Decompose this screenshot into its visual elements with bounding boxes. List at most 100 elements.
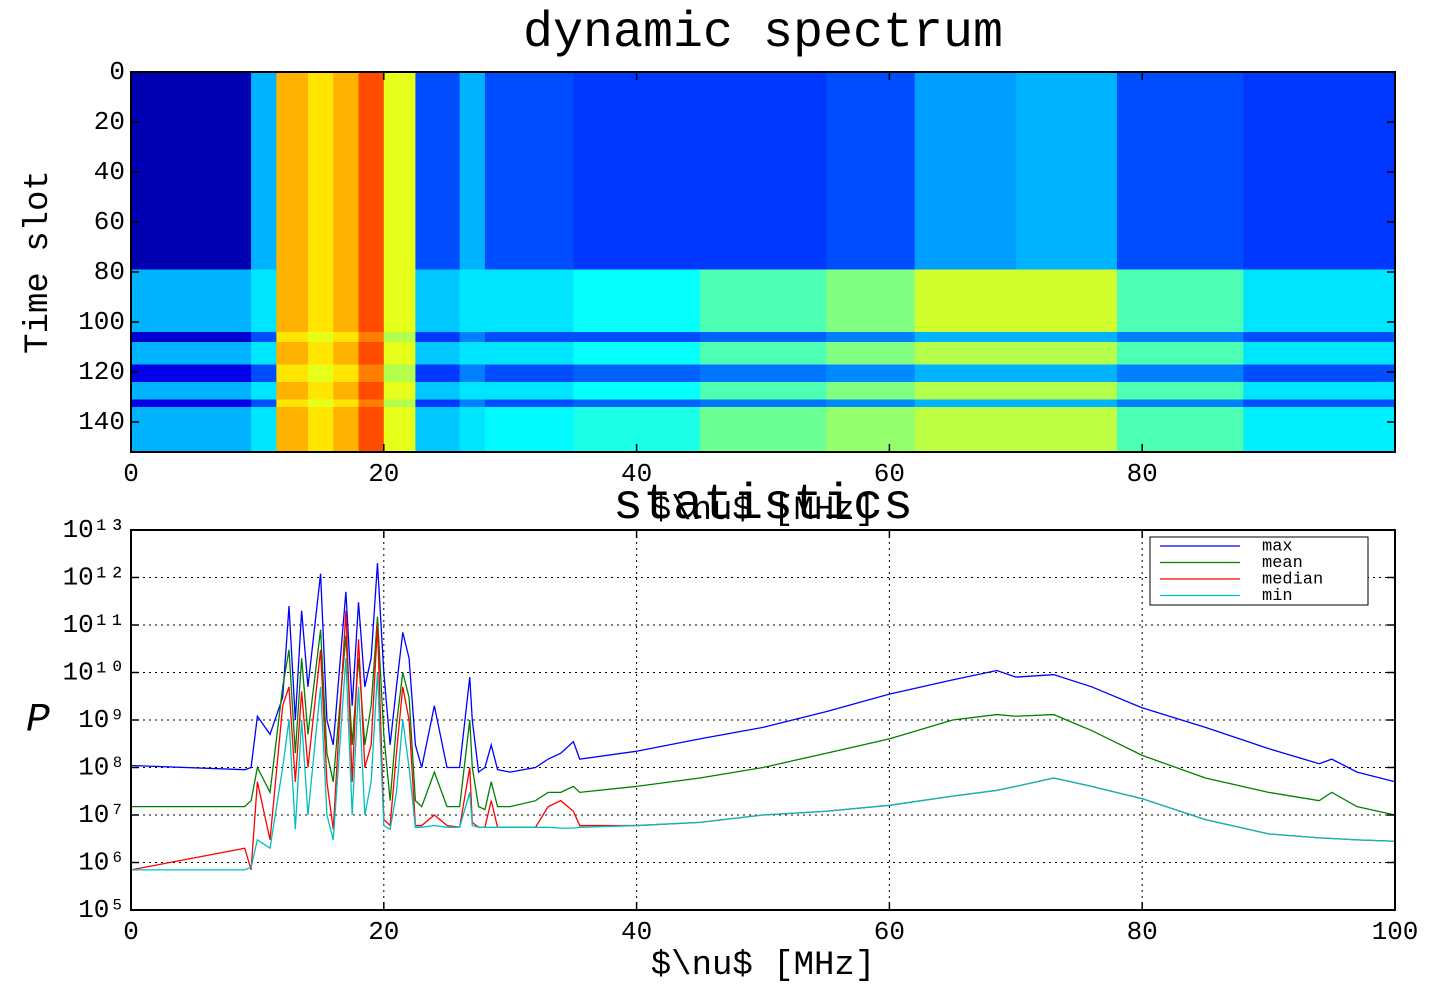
heatmap [131,72,1395,452]
y-tick-label: 10¹¹ [63,610,125,640]
y-axis-label: P [26,699,50,744]
y-tick-label: 10⁸ [78,752,125,782]
heat-cell [1243,332,1395,343]
heat-cell [415,382,461,400]
series-line [131,658,1395,871]
heat-cell [484,407,574,452]
y-tick-label: 140 [78,407,125,437]
heat-cell [573,399,701,408]
heat-cell [484,342,574,365]
heat-cell [914,407,1017,452]
heat-cell [276,269,309,333]
heat-cell [333,72,360,270]
heat-cell [333,342,360,365]
legend-box [1149,536,1369,606]
x-tick-label: 0 [123,459,139,489]
heat-cell [459,364,486,383]
heat-cell [333,407,360,452]
heat-cell [1015,269,1118,333]
heat-cell [914,399,1017,408]
heat-cell [699,407,827,452]
x-tick-label: 40 [621,459,652,489]
legend-label: median [1262,570,1323,589]
heat-cell [415,399,461,408]
heat-cell [131,342,252,365]
heat-cell [1116,269,1244,333]
y-tick-label: 40 [94,157,125,187]
x-tick-label: 60 [874,459,905,489]
heat-cell [307,332,334,343]
heat-cell [276,364,309,383]
heat-cell [699,269,827,333]
heat-cell [484,382,574,400]
x-tick-label: 20 [368,917,399,947]
heat-cell [699,342,827,365]
y-tick-label: 10⁶ [78,847,125,877]
heat-cell [131,407,252,452]
series-line [131,616,1395,816]
heat-cell [383,382,416,400]
y-tick-label: 10¹² [63,562,125,592]
heat-cell [826,332,916,343]
heat-cell [573,72,701,270]
heat-cell [415,332,461,343]
heat-cell [358,382,385,400]
heat-cell [131,364,252,383]
legend-label: min [1262,587,1293,606]
y-tick-label: 80 [94,257,125,287]
heat-cell [914,269,1017,333]
x-tick-label: 100 [1372,917,1419,947]
x-tick-label: 40 [621,917,652,947]
heat-cell [307,269,334,333]
y-tick-label: 20 [94,107,125,137]
heat-cell [415,407,461,452]
heat-cell [1116,364,1244,383]
heat-cell [307,382,334,400]
heat-cell [1116,342,1244,365]
heat-cell [251,342,277,365]
x-axis-label: $\nu$ [MHz] [651,492,875,530]
x-tick-label: 80 [1127,459,1158,489]
series-line [131,610,1395,871]
heat-cell [699,72,827,270]
heat-cell [826,269,916,333]
heat-cell [826,382,916,400]
heat-cell [484,269,574,333]
heat-cell [251,399,277,408]
heat-cell [358,399,385,408]
heat-cell [826,364,916,383]
axes-frame [130,71,1396,453]
heat-cell [459,407,486,452]
y-tick-label: 60 [94,207,125,237]
heat-cell [573,269,701,333]
heat-cell [459,399,486,408]
heat-cell [307,342,334,365]
heat-cell [251,332,277,343]
heat-cell [826,399,916,408]
heat-cell [415,342,461,365]
heat-cell [333,399,360,408]
heat-cell [131,332,252,343]
heat-cell [333,332,360,343]
heat-cell [459,382,486,400]
heat-cell [276,382,309,400]
heat-cell [131,399,252,408]
heat-cell [383,269,416,333]
x-axis-label: $\nu$ [MHz] [651,947,875,985]
y-tick-label: 10¹³ [63,515,125,545]
heat-cell [1015,399,1118,408]
heat-cell [914,72,1017,270]
y-axis-label: Time slot [20,170,58,354]
heat-cell [699,382,827,400]
heat-cell [484,364,574,383]
y-tick-label: 120 [78,357,125,387]
heat-cell [1015,364,1118,383]
heat-cell [251,269,277,333]
heat-cell [251,382,277,400]
heat-cell [459,332,486,343]
heat-cell [914,364,1017,383]
heat-cell [276,407,309,452]
heat-cell [131,72,252,270]
heat-cell [1243,382,1395,400]
